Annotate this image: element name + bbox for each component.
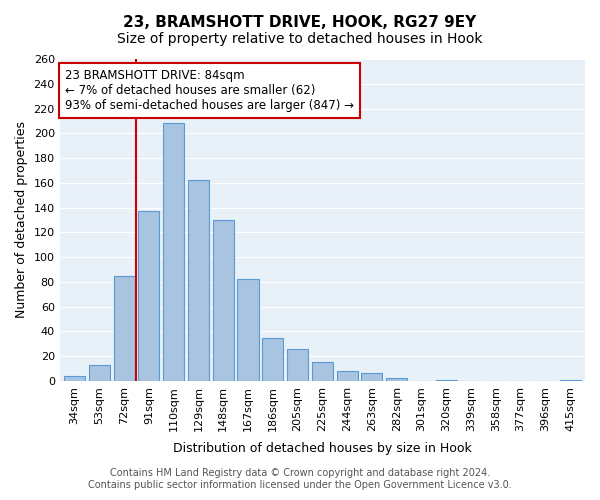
Bar <box>361 374 382 381</box>
Bar <box>212 220 234 381</box>
Text: Size of property relative to detached houses in Hook: Size of property relative to detached ho… <box>117 32 483 46</box>
Bar <box>287 348 308 381</box>
X-axis label: Distribution of detached houses by size in Hook: Distribution of detached houses by size … <box>173 442 472 455</box>
Bar <box>436 380 457 381</box>
Bar <box>386 378 407 381</box>
Bar <box>64 376 85 381</box>
Bar <box>337 371 358 381</box>
Bar <box>238 280 259 381</box>
Bar <box>163 124 184 381</box>
Bar <box>139 212 160 381</box>
Bar <box>312 362 333 381</box>
Bar <box>188 180 209 381</box>
Bar <box>560 380 581 381</box>
Y-axis label: Number of detached properties: Number of detached properties <box>15 122 28 318</box>
Text: 23, BRAMSHOTT DRIVE, HOOK, RG27 9EY: 23, BRAMSHOTT DRIVE, HOOK, RG27 9EY <box>124 15 476 30</box>
Text: Contains HM Land Registry data © Crown copyright and database right 2024.
Contai: Contains HM Land Registry data © Crown c… <box>88 468 512 490</box>
Bar <box>89 365 110 381</box>
Bar <box>262 338 283 381</box>
Bar <box>113 276 134 381</box>
Text: 23 BRAMSHOTT DRIVE: 84sqm
← 7% of detached houses are smaller (62)
93% of semi-d: 23 BRAMSHOTT DRIVE: 84sqm ← 7% of detach… <box>65 68 354 112</box>
